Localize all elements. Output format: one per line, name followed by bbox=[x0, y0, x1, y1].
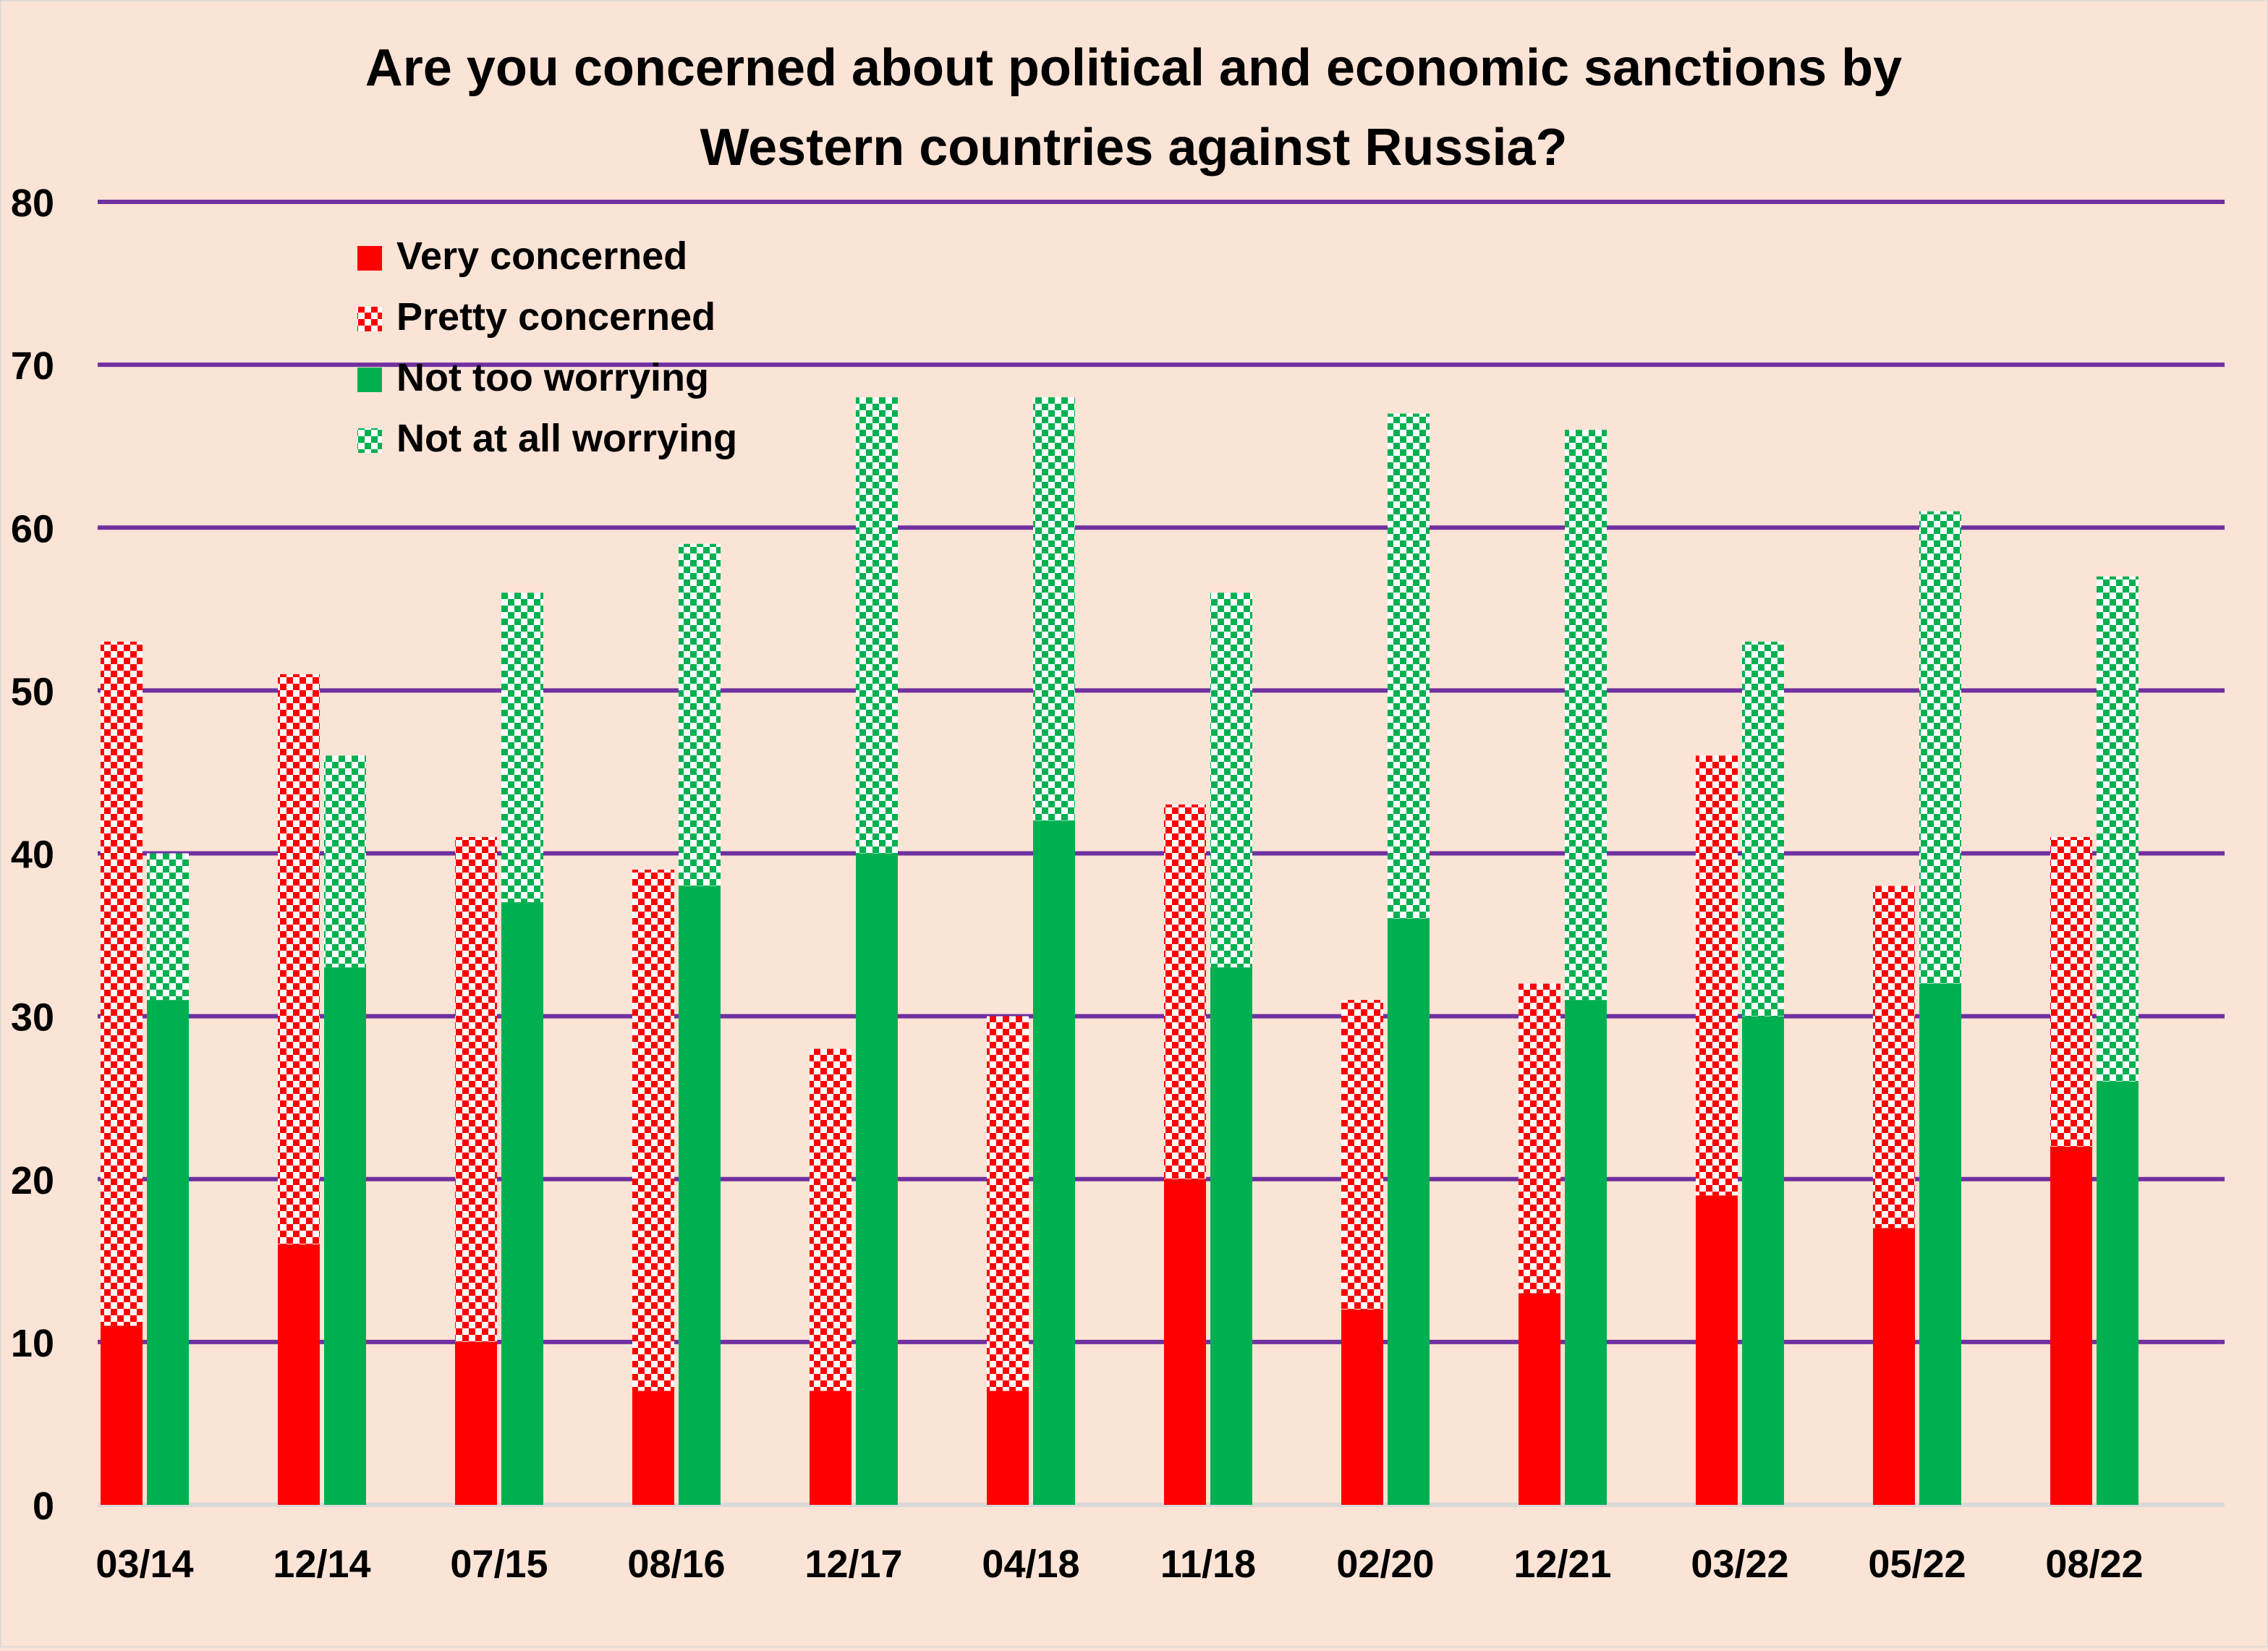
y-tick-label-80: 80 bbox=[11, 182, 54, 225]
y-tick-label-10: 10 bbox=[11, 1322, 54, 1365]
bar-pretty-concerned-03-14 bbox=[101, 641, 143, 1326]
bar-not-at-all-worrying-12-21 bbox=[1565, 430, 1607, 1001]
bar-pretty-concerned-02-20 bbox=[1341, 1000, 1383, 1310]
bars bbox=[101, 397, 2139, 1505]
legend-swatch-not-at-all-worrying bbox=[357, 428, 382, 453]
legend: Very concerned Pretty concerned Not too wo… bbox=[357, 234, 737, 460]
bar-very-concerned-07-15 bbox=[455, 1341, 497, 1505]
bar-not-too-worrying-12-14 bbox=[324, 967, 366, 1505]
legend-swatch-very-concerned bbox=[357, 246, 382, 271]
bar-very-concerned-04-18 bbox=[987, 1391, 1029, 1505]
legend-swatch-pretty-concerned bbox=[357, 307, 382, 331]
bar-not-too-worrying-05-22 bbox=[1919, 983, 1961, 1505]
bar-very-concerned-12-14 bbox=[278, 1244, 320, 1505]
bar-not-too-worrying-03-14 bbox=[147, 1000, 189, 1505]
y-tick-label-70: 70 bbox=[11, 344, 54, 388]
bar-very-concerned-03-22 bbox=[1696, 1195, 1738, 1505]
legend-label-not-at-all-worrying: Not at all worrying bbox=[396, 417, 737, 460]
bar-pretty-concerned-12-17 bbox=[810, 1048, 851, 1391]
x-tick-label-03-14: 03/14 bbox=[95, 1542, 193, 1586]
bar-not-at-all-worrying-08-22 bbox=[2097, 576, 2139, 1082]
x-tick-label-12-21: 12/21 bbox=[1513, 1542, 1611, 1586]
bar-not-at-all-worrying-04-18 bbox=[1033, 397, 1075, 821]
bar-not-at-all-worrying-08-16 bbox=[679, 543, 721, 886]
bar-not-at-all-worrying-03-22 bbox=[1742, 641, 1784, 1017]
bar-not-too-worrying-12-21 bbox=[1565, 1000, 1607, 1505]
legend-label-not-too-worrying: Not too worrying bbox=[396, 356, 709, 399]
x-tick-label-07-15: 07/15 bbox=[450, 1542, 548, 1586]
bar-very-concerned-05-22 bbox=[1873, 1228, 1915, 1505]
x-tick-label-12-14: 12/14 bbox=[273, 1542, 370, 1586]
bar-not-at-all-worrying-11-18 bbox=[1210, 593, 1252, 968]
bar-not-at-all-worrying-03-14 bbox=[147, 853, 189, 1001]
bar-very-concerned-08-16 bbox=[632, 1391, 674, 1505]
bar-pretty-concerned-08-22 bbox=[2050, 836, 2092, 1147]
x-tick-label-05-22: 05/22 bbox=[1868, 1542, 1966, 1586]
bar-pretty-concerned-11-18 bbox=[1164, 804, 1206, 1179]
x-tick-label-04-18: 04/18 bbox=[982, 1542, 1079, 1586]
bar-not-at-all-worrying-07-15 bbox=[501, 593, 543, 903]
x-tick-label-08-22: 08/22 bbox=[2045, 1542, 2143, 1586]
gridlines bbox=[98, 200, 2225, 1507]
bar-pretty-concerned-03-22 bbox=[1696, 755, 1738, 1196]
bar-pretty-concerned-07-15 bbox=[455, 836, 497, 1342]
bar-very-concerned-08-22 bbox=[2050, 1146, 2092, 1505]
chart-title-line-1: Are you concerned about political and ec… bbox=[365, 39, 1902, 97]
bar-not-too-worrying-11-18 bbox=[1210, 967, 1252, 1505]
bar-not-at-all-worrying-05-22 bbox=[1919, 511, 1961, 984]
bar-not-too-worrying-08-22 bbox=[2097, 1081, 2139, 1505]
bar-very-concerned-02-20 bbox=[1341, 1309, 1383, 1505]
y-tick-label-30: 30 bbox=[11, 996, 54, 1040]
bar-pretty-concerned-05-22 bbox=[1873, 886, 1915, 1228]
x-tick-label-03-22: 03/22 bbox=[1691, 1542, 1788, 1586]
bar-very-concerned-12-21 bbox=[1519, 1293, 1560, 1505]
bar-not-too-worrying-08-16 bbox=[679, 886, 721, 1505]
bar-not-at-all-worrying-12-17 bbox=[856, 397, 898, 854]
bar-not-at-all-worrying-02-20 bbox=[1388, 413, 1430, 919]
bar-very-concerned-03-14 bbox=[101, 1325, 143, 1505]
y-tick-label-20: 20 bbox=[11, 1159, 54, 1202]
y-tick-label-0: 0 bbox=[33, 1485, 54, 1528]
bar-pretty-concerned-08-16 bbox=[632, 870, 674, 1391]
bar-very-concerned-11-18 bbox=[1164, 1179, 1206, 1505]
x-tick-label-11-18: 11/18 bbox=[1160, 1542, 1256, 1586]
x-tick-label-12-17: 12/17 bbox=[804, 1542, 902, 1586]
chart-title-line-2: Western countries against Russia? bbox=[700, 119, 1567, 177]
bar-pretty-concerned-12-14 bbox=[278, 674, 320, 1244]
bar-not-at-all-worrying-12-14 bbox=[324, 755, 366, 968]
bar-not-too-worrying-02-20 bbox=[1388, 918, 1430, 1505]
x-tick-label-08-16: 08/16 bbox=[627, 1542, 725, 1586]
legend-label-pretty-concerned: Pretty concerned bbox=[396, 295, 715, 339]
bar-not-too-worrying-03-22 bbox=[1742, 1016, 1784, 1505]
legend-swatch-not-too-worrying bbox=[357, 368, 382, 392]
bar-not-too-worrying-12-17 bbox=[856, 853, 898, 1505]
bar-not-too-worrying-04-18 bbox=[1033, 820, 1075, 1505]
bar-pretty-concerned-12-21 bbox=[1519, 983, 1560, 1294]
bar-very-concerned-12-17 bbox=[810, 1391, 851, 1505]
y-axis-tick-labels: 0 10 20 30 40 50 60 70 80 bbox=[11, 182, 54, 1528]
y-tick-label-50: 50 bbox=[11, 670, 54, 713]
y-tick-label-60: 60 bbox=[11, 507, 54, 551]
bar-pretty-concerned-04-18 bbox=[987, 1016, 1029, 1391]
x-axis-tick-labels: 03/14 12/14 07/15 08/16 12/17 04/18 11/18 02/20… bbox=[95, 1542, 2143, 1586]
y-tick-label-40: 40 bbox=[11, 833, 54, 877]
bar-not-too-worrying-07-15 bbox=[501, 902, 543, 1505]
legend-label-very-concerned: Very concerned bbox=[396, 234, 687, 278]
x-tick-label-02-20: 02/20 bbox=[1336, 1542, 1434, 1586]
